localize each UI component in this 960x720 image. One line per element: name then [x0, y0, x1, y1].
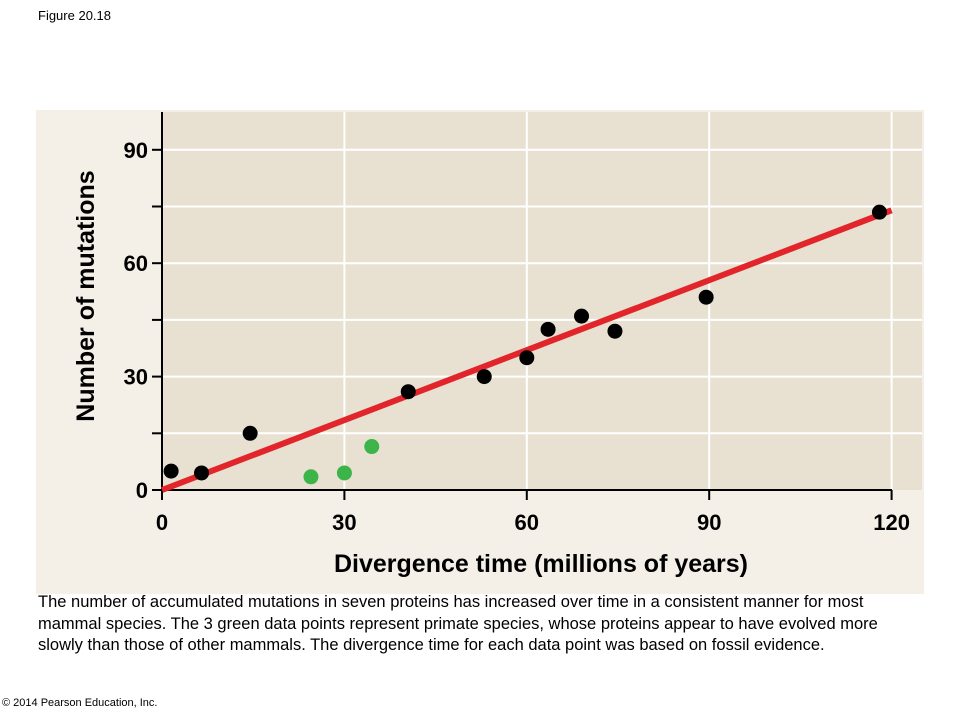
data-point [540, 321, 556, 337]
data-point [476, 369, 492, 385]
x-axis-label: Divergence time (millions of years) [334, 550, 748, 578]
tick-labels: 0 30 60 90 120 0 30 60 90 [124, 138, 910, 535]
y-axis-label: Number of mutations [72, 170, 100, 421]
copyright-notice: © 2014 Pearson Education, Inc. [2, 697, 158, 709]
data-point [400, 384, 416, 400]
figure-label: Figure 20.18 [38, 8, 111, 23]
y-tick-label: 30 [124, 365, 148, 390]
data-point [607, 323, 623, 339]
data-point [242, 425, 258, 441]
axes [152, 112, 893, 500]
data-point [303, 469, 319, 485]
y-tick-label: 60 [124, 251, 148, 276]
y-tick-label: 90 [124, 138, 148, 163]
data-point [519, 350, 535, 366]
trend-line [160, 207, 893, 493]
data-point [163, 463, 179, 479]
x-tick-label: 120 [873, 510, 910, 535]
data-point [364, 439, 380, 455]
data-point [698, 289, 714, 305]
scatter-chart: 0 30 60 90 120 0 30 60 90 Divergence time (milli… [72, 112, 922, 578]
x-tick-label: 90 [697, 510, 721, 535]
figure-caption: The number of accumulated mutations in s… [38, 593, 878, 654]
x-tick-label: 60 [515, 510, 539, 535]
trend-line-group [160, 207, 893, 493]
x-tick-label: 30 [332, 510, 356, 535]
data-points [163, 204, 887, 485]
data-point [574, 308, 590, 324]
y-tick-label: 0 [136, 478, 148, 503]
data-point [336, 465, 352, 481]
chart-panel: 0 30 60 90 120 0 30 60 90 Divergence time (milli… [36, 110, 924, 594]
data-point [871, 204, 887, 220]
data-point [194, 465, 210, 481]
plot-area [162, 112, 922, 490]
x-tick-label: 0 [156, 510, 168, 535]
